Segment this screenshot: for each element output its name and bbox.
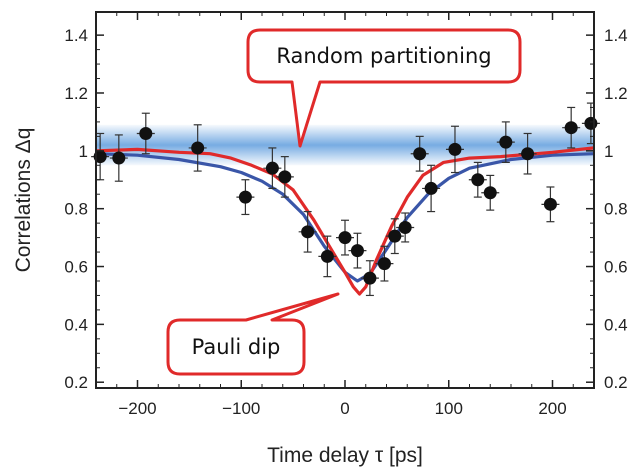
data-marker [265, 161, 279, 175]
data-marker [499, 135, 513, 149]
x-tick-label: −100 [222, 399, 260, 418]
data-marker [413, 147, 427, 161]
y-tick-label: 1.4 [64, 26, 88, 45]
x-tick-label: −200 [118, 399, 156, 418]
data-point [236, 179, 255, 216]
random-partitioning-callout: Random partitioning [246, 28, 522, 148]
x-axis-label: Time delay τ [ps] [267, 444, 423, 467]
data-point [275, 156, 294, 198]
pauli-dip-label: Pauli dip [192, 335, 281, 359]
y-tick-label-right: 0.8 [604, 200, 628, 219]
y-tick-label: 1.2 [64, 84, 88, 103]
data-point [410, 135, 429, 172]
data-marker [350, 244, 364, 258]
data-point [336, 219, 354, 256]
fit-curve-1 [95, 152, 595, 283]
data-marker [543, 197, 557, 211]
data-point [481, 174, 500, 211]
data-point [188, 124, 207, 172]
data-point [318, 235, 337, 278]
y-tick-label-right: 0.6 [604, 258, 628, 277]
data-point [422, 164, 441, 213]
data-marker [471, 173, 485, 187]
x-tick-label: 100 [435, 399, 463, 418]
data-marker [191, 141, 205, 155]
data-marker [521, 147, 535, 161]
data-point [518, 132, 537, 175]
y-tick-label-right: 0.4 [604, 315, 628, 334]
data-marker [363, 271, 377, 285]
data-marker [238, 190, 252, 204]
data-point [468, 161, 487, 198]
data-point [298, 210, 317, 253]
data-point [562, 106, 581, 149]
fit-curve-2 [95, 146, 595, 296]
y-tick-label-right: 1.4 [604, 26, 628, 45]
y-tick-label: 0.6 [64, 258, 88, 277]
data-point [496, 121, 515, 163]
data-point [396, 212, 415, 243]
data-point [541, 186, 560, 223]
data-marker [448, 142, 462, 156]
data-point [360, 260, 379, 297]
data-point [109, 134, 128, 182]
data-point [375, 245, 394, 282]
data-marker [483, 186, 497, 200]
data-marker [398, 220, 412, 234]
y-axis-label: Correlations Δq [12, 128, 35, 273]
y-tick-label: 0.4 [64, 315, 88, 334]
data-marker [278, 170, 292, 184]
y-tick-label: 0.8 [64, 200, 88, 219]
data-point [136, 112, 155, 155]
data-marker [377, 257, 391, 271]
data-marker [320, 249, 334, 263]
data-marker [338, 231, 352, 245]
data-marker [564, 121, 578, 135]
data-point [445, 125, 464, 174]
data-marker [424, 181, 438, 195]
x-tick-label: 200 [538, 399, 566, 418]
y-tick-label-right: 0.2 [604, 373, 628, 392]
random-partitioning-label: Random partitioning [276, 44, 491, 68]
data-point [348, 232, 367, 269]
y-tick-label: 0.2 [64, 373, 88, 392]
data-marker [388, 229, 402, 243]
data-marker [584, 116, 598, 130]
data-marker [139, 126, 153, 140]
data-point [385, 218, 404, 255]
pauli-dip-callout: Pauli dip [166, 292, 340, 376]
y-tick-label: 1 [79, 142, 88, 161]
x-tick-label: 0 [340, 399, 349, 418]
data-point [263, 147, 282, 190]
data-marker [112, 151, 126, 165]
y-tick-label-right: 1.2 [604, 84, 628, 103]
data-marker [301, 225, 315, 239]
y-tick-label-right: 1 [604, 142, 613, 161]
